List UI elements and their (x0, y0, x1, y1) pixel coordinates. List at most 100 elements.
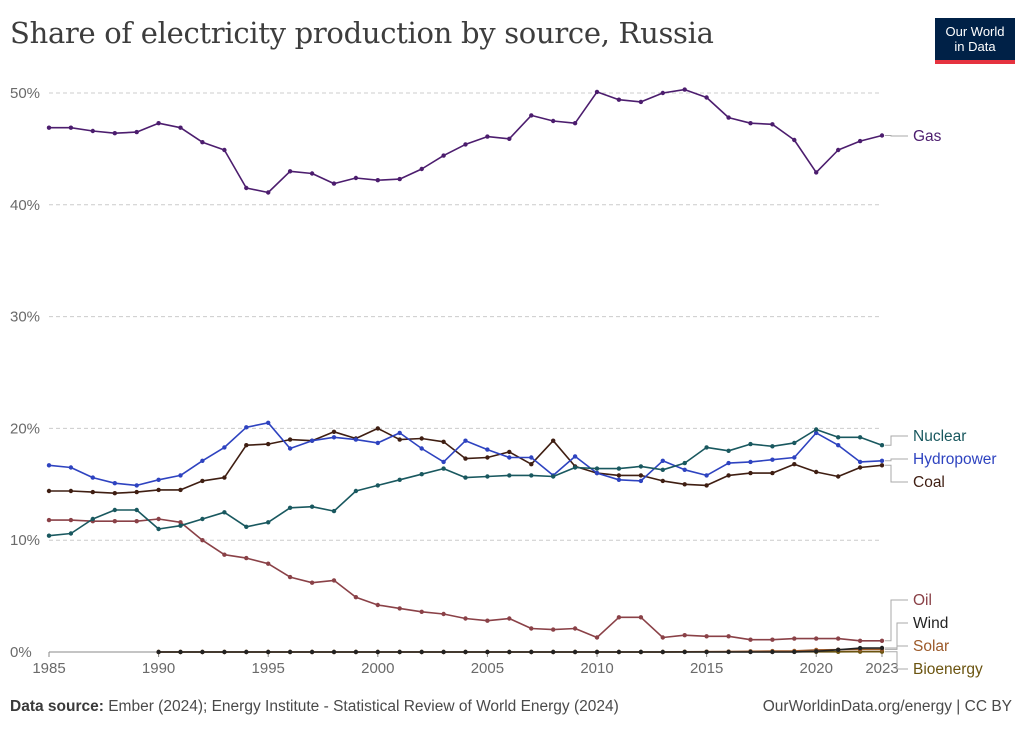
data-point-gas (46, 125, 52, 130)
x-tick-label: 2010 (580, 660, 613, 677)
data-point-oil (331, 578, 337, 583)
data-point-wind (244, 649, 249, 655)
data-point-oil (419, 609, 424, 614)
data-point-hydropower (682, 467, 687, 472)
data-point-nuclear (200, 516, 205, 522)
data-source: Data source: Ember (2024); Energy Instit… (10, 698, 619, 716)
data-point-coal (748, 470, 753, 476)
data-point-nuclear (244, 524, 249, 529)
data-point-wind (287, 649, 293, 655)
series-line-oil (49, 518, 882, 642)
data-point-nuclear (638, 464, 644, 469)
data-point-oil (836, 636, 841, 641)
data-point-nuclear (485, 474, 490, 479)
series-label-bioenergy: Bioenergy (913, 661, 983, 678)
data-point-wind (419, 649, 424, 655)
series-label-solar: Solar (913, 638, 949, 655)
data-point-wind (441, 649, 446, 655)
data-point-hydropower (529, 455, 534, 460)
data-point-nuclear (770, 444, 775, 449)
data-point-oil (222, 552, 227, 557)
data-point-hydropower (200, 458, 205, 463)
data-point-oil (682, 633, 687, 638)
data-point-gas (704, 95, 709, 100)
data-point-coal (331, 429, 337, 434)
data-point-nuclear (814, 427, 819, 432)
data-point-nuclear (726, 448, 731, 453)
data-point-hydropower (814, 430, 819, 436)
data-point-gas (244, 185, 249, 191)
data-point-nuclear (156, 526, 161, 532)
data-point-oil (770, 637, 775, 642)
data-point-nuclear (46, 533, 52, 538)
data-point-oil (748, 637, 753, 642)
data-point-wind (529, 649, 534, 655)
data-point-wind (397, 649, 402, 655)
data-point-oil (375, 602, 380, 608)
data-point-gas (682, 87, 687, 92)
series-line-nuclear (48, 428, 883, 537)
data-point-oil (68, 517, 74, 523)
data-point-hydropower (638, 478, 644, 484)
data-point-gas (309, 171, 315, 176)
data-point-hydropower (594, 470, 600, 476)
x-tick-label: 2020 (800, 660, 833, 677)
data-point-gas (616, 97, 622, 102)
data-point-oil (134, 519, 139, 524)
data-point-oil (46, 517, 52, 523)
data-point-hydropower (46, 463, 52, 468)
data-point-oil (485, 618, 490, 623)
data-point-nuclear (463, 475, 468, 480)
data-point-gas (178, 125, 183, 130)
data-point-oil (792, 636, 797, 641)
data-point-nuclear (419, 472, 424, 477)
data-point-oil (397, 606, 402, 611)
credit-link[interactable]: OurWorldinData.org/energy | CC BY (762, 698, 1012, 715)
data-point-coal (551, 438, 556, 443)
data-point-coal (616, 473, 622, 478)
data-point-coal (638, 473, 644, 478)
data-point-wind (200, 649, 205, 655)
data-point-hydropower (287, 446, 293, 451)
data-point-coal (68, 488, 74, 494)
data-point-nuclear (792, 440, 797, 446)
data-point-wind (660, 649, 665, 655)
data-point-wind (726, 649, 731, 655)
data-point-wind (309, 649, 315, 655)
data-point-gas (836, 147, 841, 153)
data-point-oil (572, 626, 578, 631)
data-point-oil (879, 638, 885, 643)
data-point-hydropower (375, 440, 380, 446)
data-point-wind (857, 645, 863, 651)
data-point-nuclear (397, 477, 402, 482)
data-point-gas (419, 166, 424, 172)
data-point-oil (353, 595, 359, 600)
data-point-gas (397, 176, 402, 182)
data-point-coal (682, 482, 687, 487)
data-point-gas (748, 121, 753, 126)
data-point-nuclear (616, 466, 622, 471)
data-point-hydropower (112, 481, 118, 486)
owid-logo[interactable]: Our World in Data (935, 18, 1015, 64)
data-point-nuclear (287, 505, 293, 510)
data-point-oil (112, 519, 118, 524)
data-point-coal (507, 449, 512, 455)
data-point-hydropower (507, 455, 512, 460)
data-point-nuclear (879, 443, 885, 448)
label-connector-wind (885, 622, 908, 649)
data-point-hydropower (134, 483, 139, 488)
data-source-text: Ember (2024); Energy Institute - Statist… (108, 698, 619, 715)
line-chart[interactable]: 0% 10% 20% 30% 40% 50% 1985 1990 1995 2000 2005 201… (0, 0, 1024, 690)
data-point-coal (200, 478, 205, 484)
logo-line-1: Our World (945, 24, 1005, 39)
data-point-oil (551, 627, 556, 632)
data-point-gas (879, 133, 885, 138)
data-point-coal (222, 475, 227, 480)
data-point-nuclear (266, 520, 271, 525)
data-point-coal (836, 474, 841, 479)
data-point-nuclear (68, 531, 74, 536)
data-point-gas (90, 128, 96, 134)
x-tick-label: 2000 (361, 660, 394, 677)
data-source-label: Data source: (10, 698, 104, 715)
data-point-oil (309, 580, 315, 585)
